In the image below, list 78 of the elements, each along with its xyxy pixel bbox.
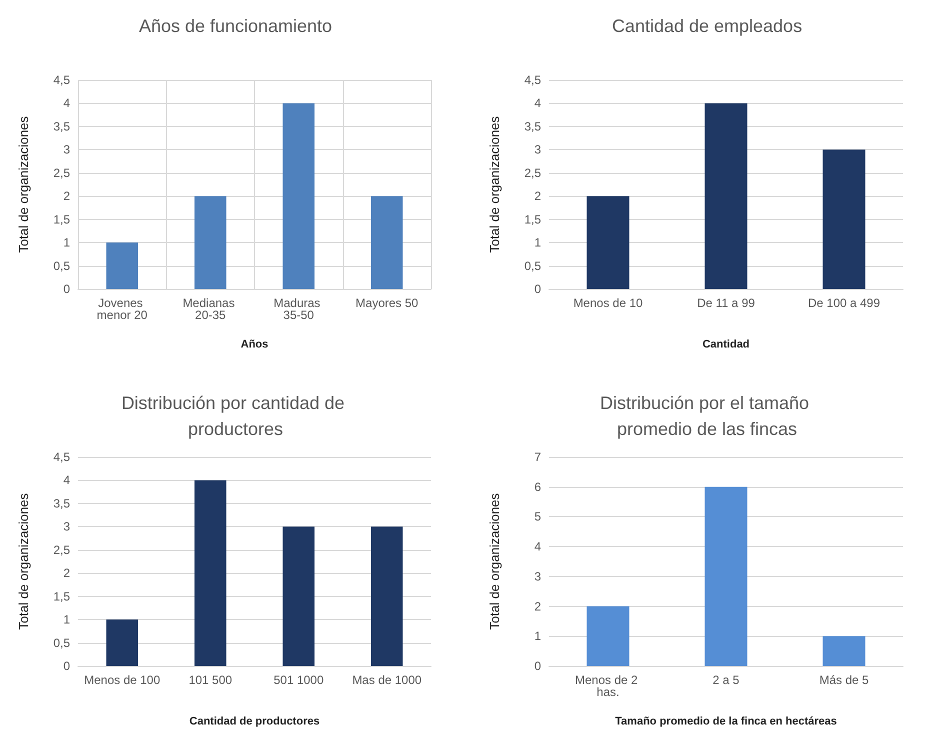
y-tick-label: 4,5: [524, 73, 542, 87]
y-tick-label: 1,5: [53, 212, 70, 226]
y-tick-label: 3: [63, 142, 70, 157]
y-tick-label: 0: [534, 659, 542, 673]
bar: [704, 103, 748, 289]
y-tick-label: 1: [534, 629, 542, 644]
x-tick-label: Más de 5: [819, 673, 870, 687]
y-tick-label: 1,5: [524, 212, 542, 226]
x-tick-label: 501 1000: [274, 673, 324, 687]
x-tick-label: De 11 a 99: [697, 296, 756, 310]
bar: [106, 620, 138, 666]
y-tick-label: 0,5: [524, 258, 542, 273]
bar: [194, 196, 226, 289]
y-tick-label: 4: [534, 540, 542, 554]
y-tick-label: 7: [534, 450, 542, 464]
chart-title: Distribución por cantidad de productores: [121, 393, 350, 439]
x-tick-label: Medianas 20-35: [182, 296, 238, 322]
y-axis-title: Total de organizaciones: [16, 116, 31, 253]
x-tick-label: Mas de 1000: [352, 673, 422, 687]
y-tick-label: 2,5: [53, 166, 70, 180]
chart-title: Cantidad de empleados: [612, 16, 802, 36]
y-tick-label: 2: [534, 189, 542, 204]
y-tick-label: 4,5: [53, 73, 70, 87]
x-tick-label: 2 a 5: [712, 673, 740, 687]
x-tick-label: Menos de 100: [84, 673, 160, 687]
y-tick-label: 4,5: [53, 450, 70, 464]
y-tick-label: 3: [63, 520, 70, 534]
bar: [370, 196, 403, 289]
y-tick-label: 2: [534, 599, 542, 614]
y-tick-label: 1: [63, 612, 70, 627]
y-axis-title: Total de organizaciones: [16, 492, 31, 630]
bar: [704, 486, 748, 666]
y-tick-label: 2: [63, 189, 70, 204]
y-axis-title: Total de organizaciones: [487, 116, 502, 253]
bar: [822, 150, 866, 289]
x-axis-title: Tamaño promedio de la finca en hectáreas: [615, 716, 837, 728]
y-tick-label: 1: [63, 236, 70, 250]
x-axis-title: Años: [240, 338, 268, 350]
y-tick-label: 2: [63, 566, 70, 580]
y-tick-label: 0,5: [53, 636, 70, 650]
y-axis-title: Total de organizaciones: [487, 492, 502, 630]
y-tick-label: 0: [63, 282, 70, 296]
x-tick-label: Maduras 35-50: [274, 296, 324, 322]
y-tick-label: 4: [63, 473, 70, 488]
y-tick-label: 3: [534, 569, 542, 584]
bar: [370, 526, 403, 666]
x-tick-label: 101 500: [188, 673, 232, 687]
y-tick-label: 6: [534, 480, 542, 494]
y-tick-label: 3,5: [524, 119, 542, 134]
y-tick-label: 1,5: [53, 589, 70, 604]
bar: [282, 526, 315, 666]
x-axis-title: Cantidad de productores: [189, 716, 320, 728]
x-tick-label: Jovenes menor 20: [96, 296, 148, 322]
bar: [106, 242, 138, 289]
chart-title: Distribución por el tamaño promedio de las fincas: [600, 393, 814, 439]
y-tick-label: 3,5: [53, 119, 70, 134]
bar: [822, 636, 866, 666]
y-tick-label: 0: [63, 659, 70, 673]
chart-title: Años de funcionamiento: [138, 16, 332, 36]
y-tick-label: 0,5: [53, 258, 70, 273]
y-tick-label: 2,5: [524, 166, 542, 180]
y-tick-label: 1: [534, 236, 542, 250]
x-tick-label: Mayores 50: [356, 296, 419, 310]
bar: [282, 103, 315, 289]
x-tick-label: Menos de 10: [573, 296, 644, 310]
x-tick-label: Menos de 2 has.: [574, 673, 642, 699]
bar: [194, 480, 226, 666]
bar: [586, 196, 630, 289]
y-tick-label: 5: [534, 510, 542, 524]
y-tick-label: 4: [63, 96, 70, 110]
y-tick-label: 3: [534, 142, 542, 157]
x-tick-label: De 100 a 499: [808, 296, 880, 310]
y-tick-label: 3,5: [53, 496, 70, 510]
y-tick-label: 0: [534, 282, 542, 296]
y-tick-label: 4: [534, 96, 542, 110]
x-axis-title: Cantidad: [702, 338, 750, 350]
bar: [586, 606, 630, 666]
y-tick-label: 2,5: [53, 542, 70, 557]
